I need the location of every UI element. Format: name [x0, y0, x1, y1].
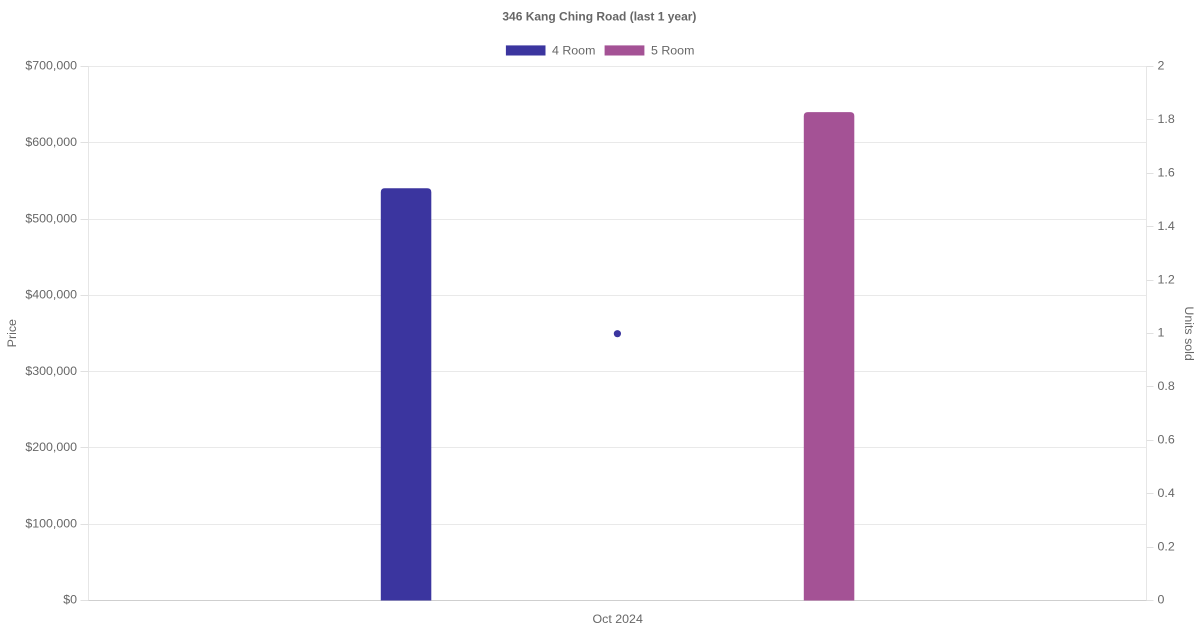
svg-text:0.6: 0.6: [1158, 433, 1175, 447]
svg-text:1.8: 1.8: [1158, 112, 1175, 126]
svg-text:0.2: 0.2: [1158, 539, 1175, 553]
svg-text:0.4: 0.4: [1158, 486, 1175, 500]
svg-text:1.2: 1.2: [1158, 272, 1175, 286]
svg-text:$600,000: $600,000: [25, 135, 77, 149]
svg-text:2: 2: [1158, 59, 1165, 73]
svg-text:Units sold: Units sold: [1182, 306, 1196, 361]
svg-text:Oct 2024: Oct 2024: [593, 612, 643, 626]
svg-text:$100,000: $100,000: [25, 516, 77, 530]
svg-text:1.4: 1.4: [1158, 219, 1175, 233]
svg-text:1: 1: [1158, 326, 1165, 340]
svg-text:0: 0: [1158, 593, 1165, 607]
svg-text:$700,000: $700,000: [25, 59, 77, 73]
svg-text:$500,000: $500,000: [25, 211, 77, 225]
svg-text:5 Room: 5 Room: [651, 43, 694, 57]
svg-text:$300,000: $300,000: [25, 364, 77, 378]
svg-text:$200,000: $200,000: [25, 440, 77, 454]
svg-text:$0: $0: [63, 593, 77, 607]
svg-text:Price: Price: [5, 319, 19, 347]
svg-text:1.6: 1.6: [1158, 166, 1175, 180]
svg-text:$400,000: $400,000: [25, 288, 77, 302]
svg-text:346 Kang Ching Road (last 1 ye: 346 Kang Ching Road (last 1 year): [502, 10, 696, 24]
svg-text:0.8: 0.8: [1158, 379, 1175, 393]
svg-text:4 Room: 4 Room: [552, 43, 595, 57]
